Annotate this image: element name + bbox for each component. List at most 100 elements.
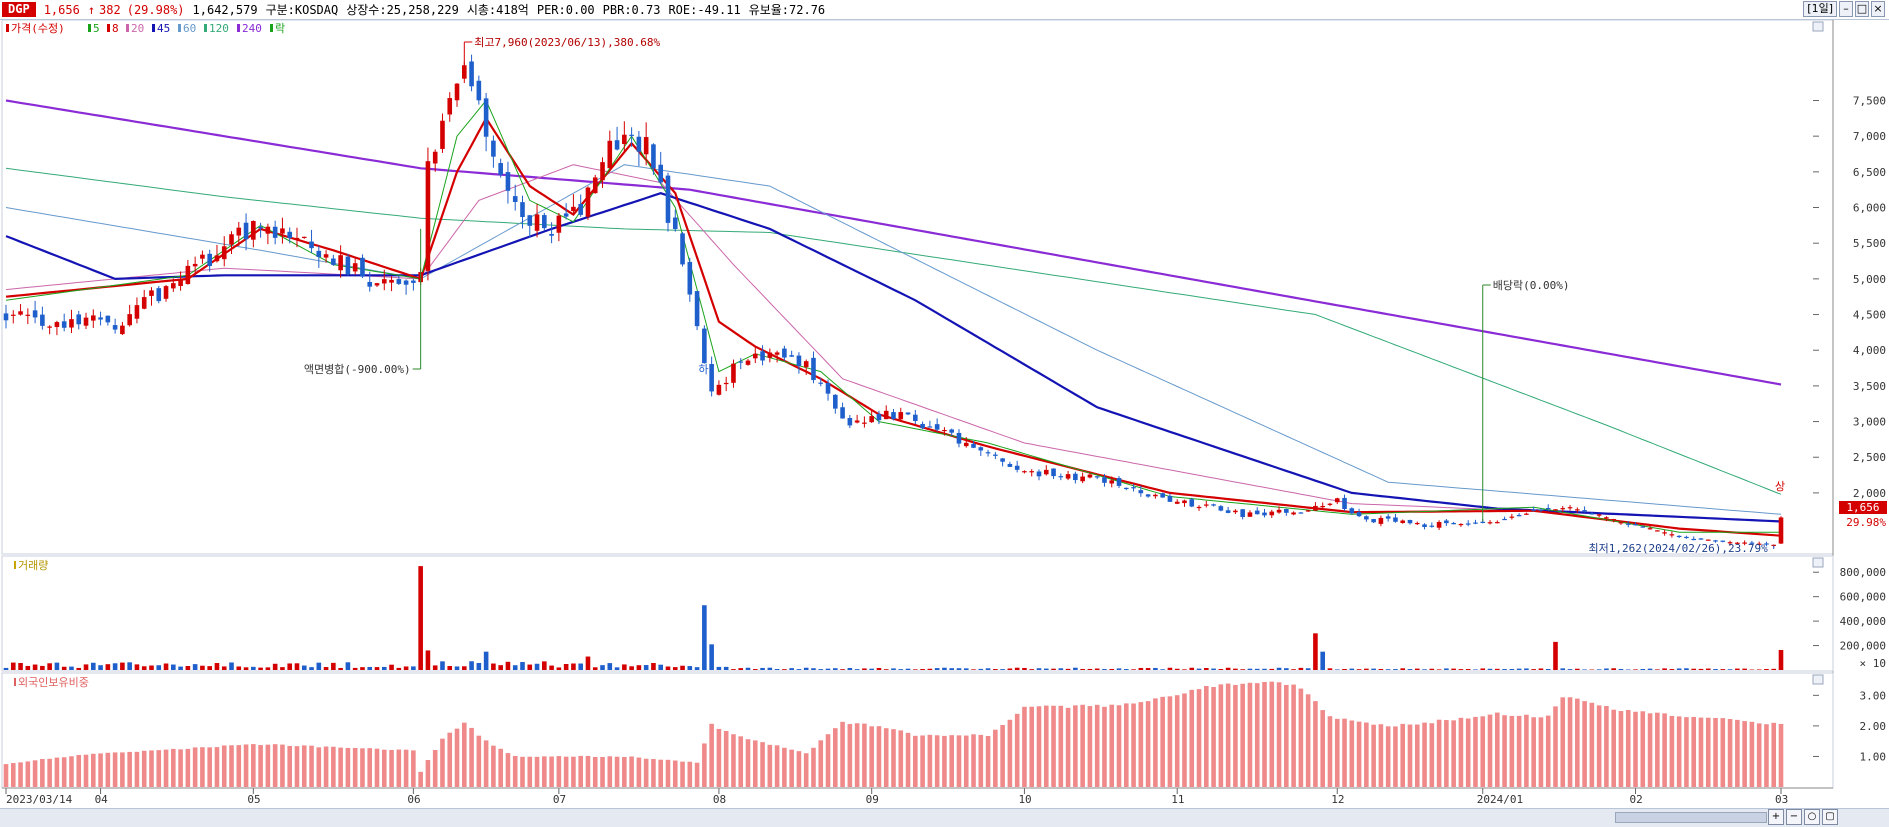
candle-body	[1524, 514, 1529, 515]
candle-body	[891, 412, 896, 419]
volume-bar	[1568, 669, 1573, 670]
candle-body	[1146, 494, 1151, 496]
price-pane-close-button[interactable]	[1813, 22, 1823, 31]
candle-body	[1371, 519, 1376, 522]
volume-bar	[957, 668, 962, 670]
volume-bar	[1670, 669, 1675, 670]
foreign-bar	[1604, 706, 1609, 787]
price-tick-label: 4,000	[1853, 344, 1886, 357]
candle-body	[877, 414, 882, 420]
volume-bar	[229, 662, 234, 670]
candle-body	[55, 322, 60, 327]
foreign-pane-close-button[interactable]	[1813, 675, 1823, 684]
legend-marker-ma	[107, 24, 110, 32]
candle-body	[1059, 476, 1064, 477]
candle-body	[527, 215, 532, 226]
foreign-bar	[317, 747, 322, 787]
ticker-badge[interactable]: DGP	[2, 2, 36, 17]
volume-bar	[1582, 669, 1587, 670]
foreign-bar	[1699, 718, 1704, 787]
foreign-bar	[1517, 716, 1522, 787]
foreign-bar	[1590, 703, 1595, 787]
candle-body	[724, 383, 729, 384]
candle-body	[1633, 524, 1638, 525]
chart-scrollbar[interactable]	[1615, 812, 1767, 823]
candle-body	[797, 356, 802, 366]
volume-pane[interactable]	[2, 556, 1833, 671]
legend-ma-label: 20	[131, 22, 144, 35]
zoom-out-icon[interactable]: −	[1786, 809, 1802, 825]
foreign-bar	[418, 772, 423, 787]
volume-bar	[637, 665, 642, 670]
foreign-bar	[1044, 706, 1049, 787]
volume-bar	[1153, 668, 1158, 670]
candle-body	[717, 385, 722, 395]
candle-body	[549, 234, 554, 236]
candle-body	[120, 326, 125, 334]
candle-body	[1044, 470, 1049, 474]
volume-bar	[1088, 669, 1093, 670]
volume-bar	[724, 667, 729, 670]
zoom-reset-icon[interactable]: ○	[1804, 809, 1820, 825]
candle-body	[1597, 515, 1602, 516]
volume-bar	[1437, 669, 1442, 670]
candle-body	[69, 319, 74, 327]
candle-body	[1553, 509, 1558, 510]
candle-body	[1662, 532, 1667, 533]
maximize-icon[interactable]: □	[1855, 1, 1869, 17]
foreign-bar	[1197, 689, 1202, 787]
foreign-bar	[229, 745, 234, 787]
candle-body	[484, 98, 489, 136]
foreign-bar	[506, 753, 511, 787]
candle-body	[251, 221, 256, 240]
volume-bar	[4, 668, 9, 670]
close-icon[interactable]: ×	[1871, 1, 1885, 17]
candle-body	[164, 286, 169, 299]
price-tick-label: 3,000	[1853, 416, 1886, 429]
candle-body	[760, 351, 765, 360]
candle-body	[1444, 521, 1449, 524]
candle-body	[1575, 509, 1580, 510]
x-tick-label: 06	[407, 793, 420, 806]
candle-body	[1466, 523, 1471, 524]
foreign-bar	[1553, 706, 1558, 787]
volume-bar	[33, 665, 38, 670]
zoom-fit-icon[interactable]: ▢	[1822, 809, 1838, 825]
candle-body	[1539, 510, 1544, 511]
volume-bar	[1051, 669, 1056, 670]
foreign-bar	[520, 757, 525, 787]
candle-body	[1677, 536, 1682, 537]
volume-bar	[1029, 669, 1034, 670]
foreign-bar	[1670, 716, 1675, 787]
foreign-bar	[367, 748, 372, 787]
volume-bar	[120, 663, 125, 670]
volume-bar	[1313, 633, 1318, 670]
foreign-bar	[120, 752, 125, 787]
minimize-icon[interactable]: –	[1839, 1, 1853, 17]
volume-bar	[55, 663, 60, 670]
candle-body	[1008, 464, 1013, 467]
volume-bar	[309, 667, 314, 670]
volume-bar	[1291, 669, 1296, 670]
volume-bar	[869, 669, 874, 670]
candle-body	[768, 353, 773, 358]
foreign-bar	[360, 748, 365, 787]
legend-marker-volume	[14, 561, 16, 569]
volume-bar	[942, 668, 947, 670]
candle-body	[709, 364, 714, 391]
foreign-bar	[848, 724, 853, 787]
candle-body	[200, 255, 205, 259]
foreign-bar	[76, 755, 81, 787]
legend-marker-ma	[237, 24, 240, 32]
volume-bar	[1211, 669, 1216, 670]
period-button[interactable]: [1일]	[1803, 1, 1837, 17]
candle-body	[1335, 498, 1340, 502]
reserve-ratio: 유보율:72.76	[749, 1, 825, 18]
foreign-bar	[557, 756, 562, 787]
foreign-bar	[782, 748, 787, 787]
candle-body	[1568, 507, 1573, 508]
volume-bar	[1299, 668, 1304, 670]
zoom-in-icon[interactable]: +	[1768, 809, 1784, 825]
volume-pane-close-button[interactable]	[1813, 558, 1823, 567]
